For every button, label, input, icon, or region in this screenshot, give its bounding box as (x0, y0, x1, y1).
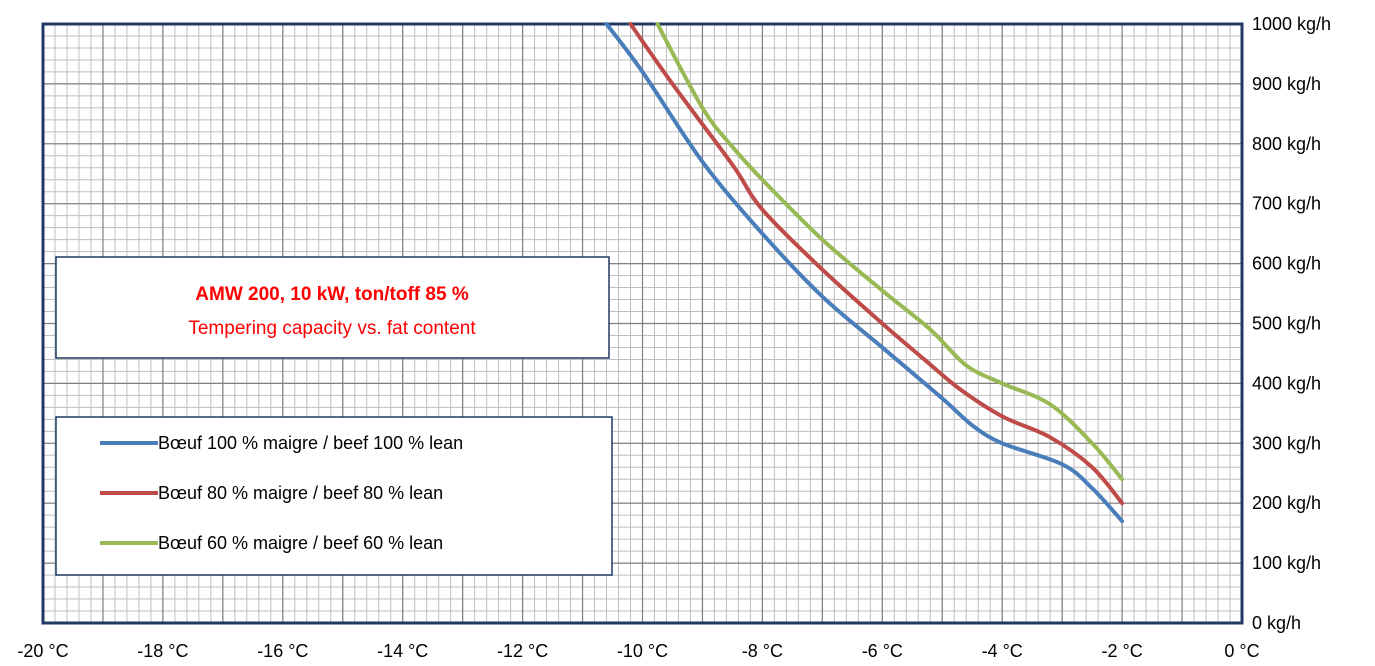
x-tick-label: -8 °C (742, 641, 783, 661)
y-tick-label: 500 kg/h (1252, 314, 1321, 334)
x-tick-label: -2 °C (1101, 641, 1142, 661)
y-tick-label: 1000 kg/h (1252, 14, 1331, 34)
x-tick-label: -20 °C (17, 641, 68, 661)
x-tick-label: -6 °C (862, 641, 903, 661)
x-tick-label: -10 °C (617, 641, 668, 661)
y-tick-label: 0 kg/h (1252, 613, 1301, 633)
y-tick-label: 300 kg/h (1252, 433, 1321, 453)
plot-area-frame (41, 22, 1244, 625)
x-tick-label: -4 °C (982, 641, 1023, 661)
y-tick-label: 800 kg/h (1252, 134, 1321, 154)
y-tick-label: 200 kg/h (1252, 493, 1321, 513)
x-tick-label: -12 °C (497, 641, 548, 661)
y-tick-label: 100 kg/h (1252, 553, 1321, 573)
x-tick-label: -16 °C (257, 641, 308, 661)
series-lines (604, 22, 1125, 524)
y-tick-label: 600 kg/h (1252, 254, 1321, 274)
series-line-3 (655, 22, 1125, 482)
legend-label-2: Bœuf 80 % maigre / beef 80 % lean (158, 483, 443, 503)
y-tick-label: 700 kg/h (1252, 194, 1321, 214)
series-line-1 (604, 22, 1125, 524)
legend-label-3: Bœuf 60 % maigre / beef 60 % lean (158, 533, 443, 553)
legend-label-1: Bœuf 100 % maigre / beef 100 % lean (158, 433, 463, 453)
title-box: AMW 200, 10 kW, ton/toff 85 % Tempering … (55, 256, 610, 359)
x-tick-label: 0 °C (1224, 641, 1259, 661)
chart-subtitle: Tempering capacity vs. fat content (188, 318, 476, 339)
x-axis-tick-labels: -20 °C -18 °C -16 °C -14 °C -12 °C -10 °C -8 °… (17, 641, 1259, 661)
legend: Bœuf 100 % maigre / beef 100 % lean Bœuf … (55, 416, 613, 576)
chart-title: AMW 200, 10 kW, ton/toff 85 % (195, 284, 469, 305)
y-axis-tick-labels: 0 kg/h 100 kg/h 200 kg/h 300 kg/h 400 kg/h 50… (1252, 14, 1331, 633)
series-line-2 (628, 22, 1125, 506)
y-tick-label: 900 kg/h (1252, 74, 1321, 94)
x-tick-label: -14 °C (377, 641, 428, 661)
y-tick-label: 400 kg/h (1252, 373, 1321, 393)
x-tick-label: -18 °C (137, 641, 188, 661)
